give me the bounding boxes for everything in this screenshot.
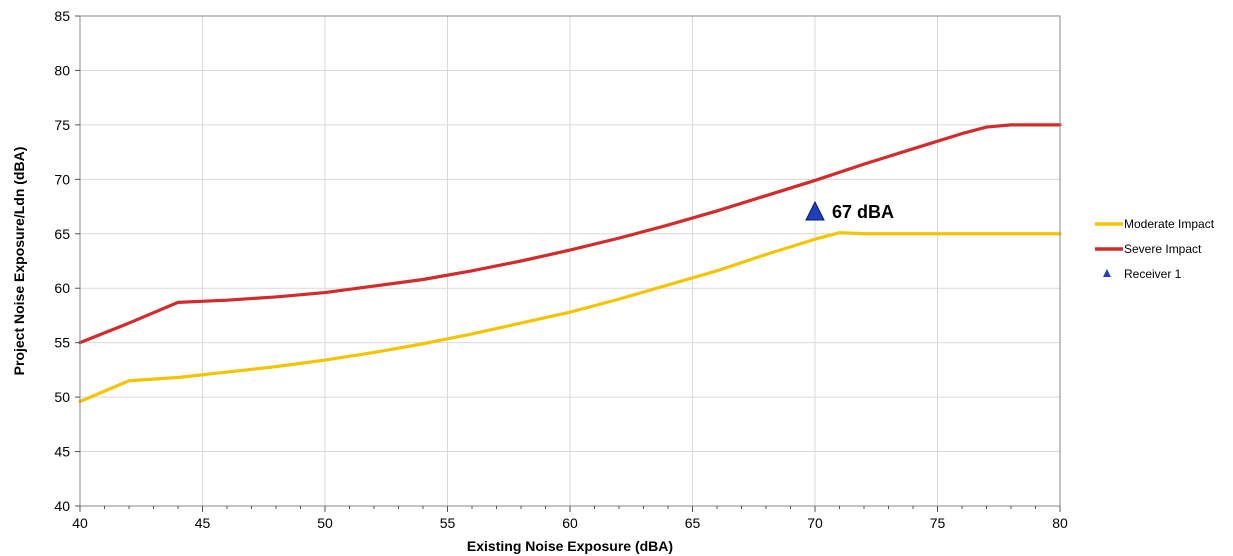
y-tick-label: 70	[54, 171, 70, 187]
x-tick-label: 80	[1052, 515, 1068, 531]
x-tick-label: 65	[685, 515, 701, 531]
x-tick-label: 55	[440, 515, 456, 531]
y-tick-label: 55	[54, 335, 70, 351]
y-axis-title: Project Noise Exposure/Ldn (dBA)	[11, 147, 27, 376]
y-tick-label: 40	[54, 498, 70, 514]
legend: Moderate Impact Severe Impact Receiver 1	[1095, 217, 1215, 281]
y-tick-label: 60	[54, 280, 70, 296]
x-tick-label: 60	[562, 515, 578, 531]
x-tick-label: 40	[72, 515, 88, 531]
x-tick-label: 45	[195, 515, 211, 531]
series-layer: 67 dBA	[78, 123, 1062, 404]
x-tick-label: 50	[317, 515, 333, 531]
x-tick-label: 70	[807, 515, 823, 531]
moderate-impact-legend-label: Moderate Impact	[1124, 217, 1215, 231]
grid	[80, 16, 1060, 506]
y-tick-label: 45	[54, 444, 70, 460]
y-tick-label: 85	[54, 8, 70, 24]
y-tick-label: 65	[54, 226, 70, 242]
severe-impact-line	[78, 123, 1062, 345]
y-tick-label: 50	[54, 389, 70, 405]
receiver-1-legend-label: Receiver 1	[1124, 267, 1182, 281]
y-tick-label: 80	[54, 62, 70, 78]
x-axis-title: Existing Noise Exposure (dBA)	[467, 538, 673, 554]
y-tick-label: 75	[54, 117, 70, 133]
receiver-1-point	[805, 200, 825, 221]
axes: 40 45 50 55 60 65 70 75 80 40 45 50 55 60 65 70 75 80 85	[54, 8, 1068, 531]
receiver-1-legend-marker	[1103, 269, 1111, 277]
severe-impact-legend-label: Severe Impact	[1124, 242, 1202, 256]
x-tick-label: 75	[930, 515, 946, 531]
moderate-impact-line	[78, 231, 1062, 404]
receiver-annotation: 67 dBA	[832, 202, 894, 222]
